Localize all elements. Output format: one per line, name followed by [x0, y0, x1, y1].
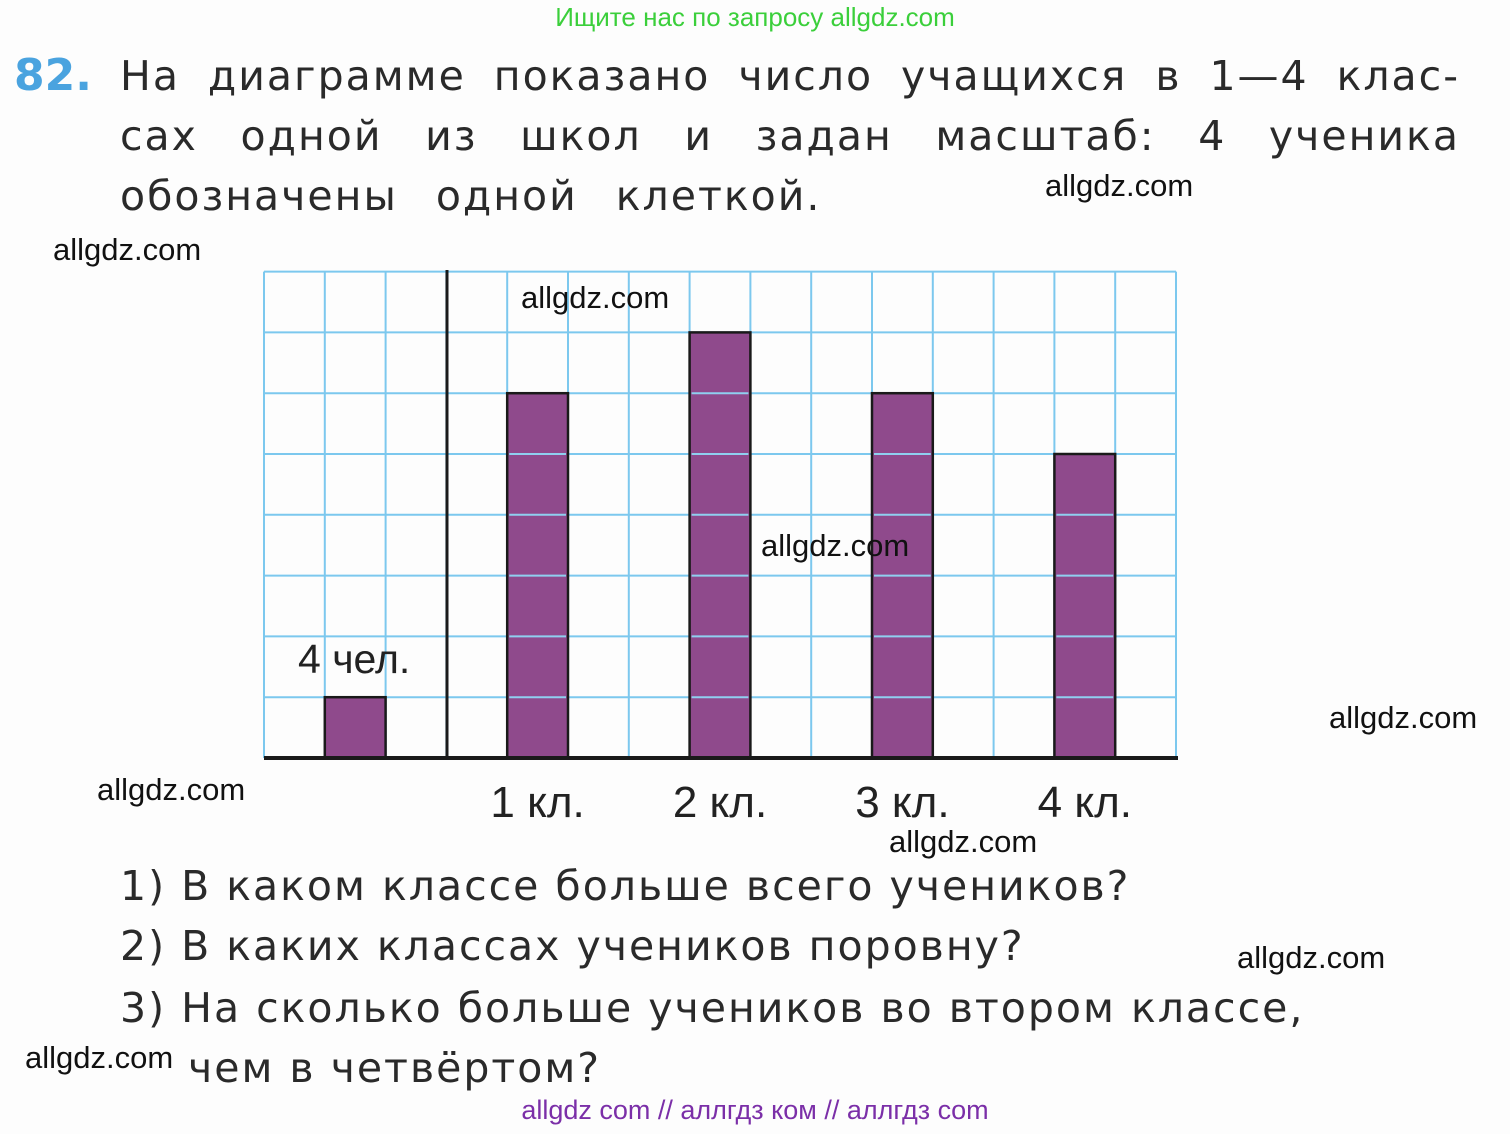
task-word: число: [738, 52, 874, 100]
watermark: allgdz.com: [97, 772, 246, 807]
task-word: учащихся: [901, 52, 1128, 100]
top-banner: Ищите нас по запросу allgdz.com: [555, 2, 955, 32]
category-label: 4 кл.: [1037, 778, 1132, 827]
task-text-line-2: сах одной из школ и задан масштаб: 4 ученика: [120, 112, 1460, 160]
task-word: На: [120, 52, 180, 100]
task-word: диаграмме: [207, 52, 466, 100]
bar-2-rect: [688, 331, 752, 760]
question-3-continued: чем в четвёртом?: [188, 1044, 602, 1092]
watermark: allgdz.com: [1045, 168, 1194, 203]
bar-chart: [263, 270, 1178, 760]
task-word: одной: [240, 112, 383, 160]
task-word: показано: [493, 52, 711, 100]
task-word: обозначены: [120, 172, 398, 220]
task-word: клеткой.: [615, 172, 822, 220]
task-word: 1—4: [1209, 52, 1309, 100]
category-label: 1 кл.: [490, 778, 585, 827]
task-text-line-3: обозначены одной клеткой.: [120, 172, 859, 220]
watermark: allgdz.com: [761, 528, 910, 563]
watermark: allgdz.com: [1237, 940, 1386, 975]
task-word: 4: [1198, 112, 1227, 160]
task-word: ученика: [1268, 112, 1460, 160]
question-3-text: 3) На сколько больше учеников во втором …: [120, 984, 1305, 1032]
scale-bar-rect: [323, 695, 387, 760]
bar-4: [1053, 452, 1117, 760]
category-label: 3 кл.: [855, 778, 950, 827]
bar-4-rect: [1053, 452, 1117, 760]
task-word: масштаб:: [935, 112, 1156, 160]
watermark: allgdz.com: [25, 1040, 174, 1075]
watermark: allgdz.com: [1329, 700, 1478, 735]
bar-1: [505, 391, 570, 760]
chart-bars: [323, 331, 1117, 760]
task-word: в: [1155, 52, 1182, 100]
question-1: 1) В каком классе больше всего учеников?: [120, 862, 1131, 910]
task-word: клас-: [1336, 52, 1460, 100]
watermark: allgdz.com: [53, 232, 202, 267]
task-word: сах: [120, 112, 198, 160]
task-word: задан: [755, 112, 893, 160]
scale-bar: [323, 695, 387, 760]
task-word: и: [684, 112, 713, 160]
watermark: allgdz.com: [889, 824, 1038, 859]
task-word: из: [425, 112, 478, 160]
task-text-line-1: На диаграмме показано число учащихся в 1—4 клас…: [120, 52, 1460, 100]
footer-watermark: allgdz com // аллгдз ком // аллгдз com: [521, 1095, 989, 1125]
category-label: 2 кл.: [672, 778, 768, 827]
question-3: 3) На сколько больше учеников во втором …: [120, 984, 1460, 1032]
task-word: школ: [520, 112, 642, 160]
question-2: 2) В каких классах учеников поровну?: [120, 922, 1025, 970]
bar-2: [688, 331, 752, 760]
watermark: allgdz.com: [521, 280, 670, 315]
scale-label: 4 чел.: [298, 636, 411, 682]
task-word: одной: [435, 172, 578, 220]
task-number: 82.: [14, 50, 92, 101]
bar-3: [870, 391, 935, 760]
